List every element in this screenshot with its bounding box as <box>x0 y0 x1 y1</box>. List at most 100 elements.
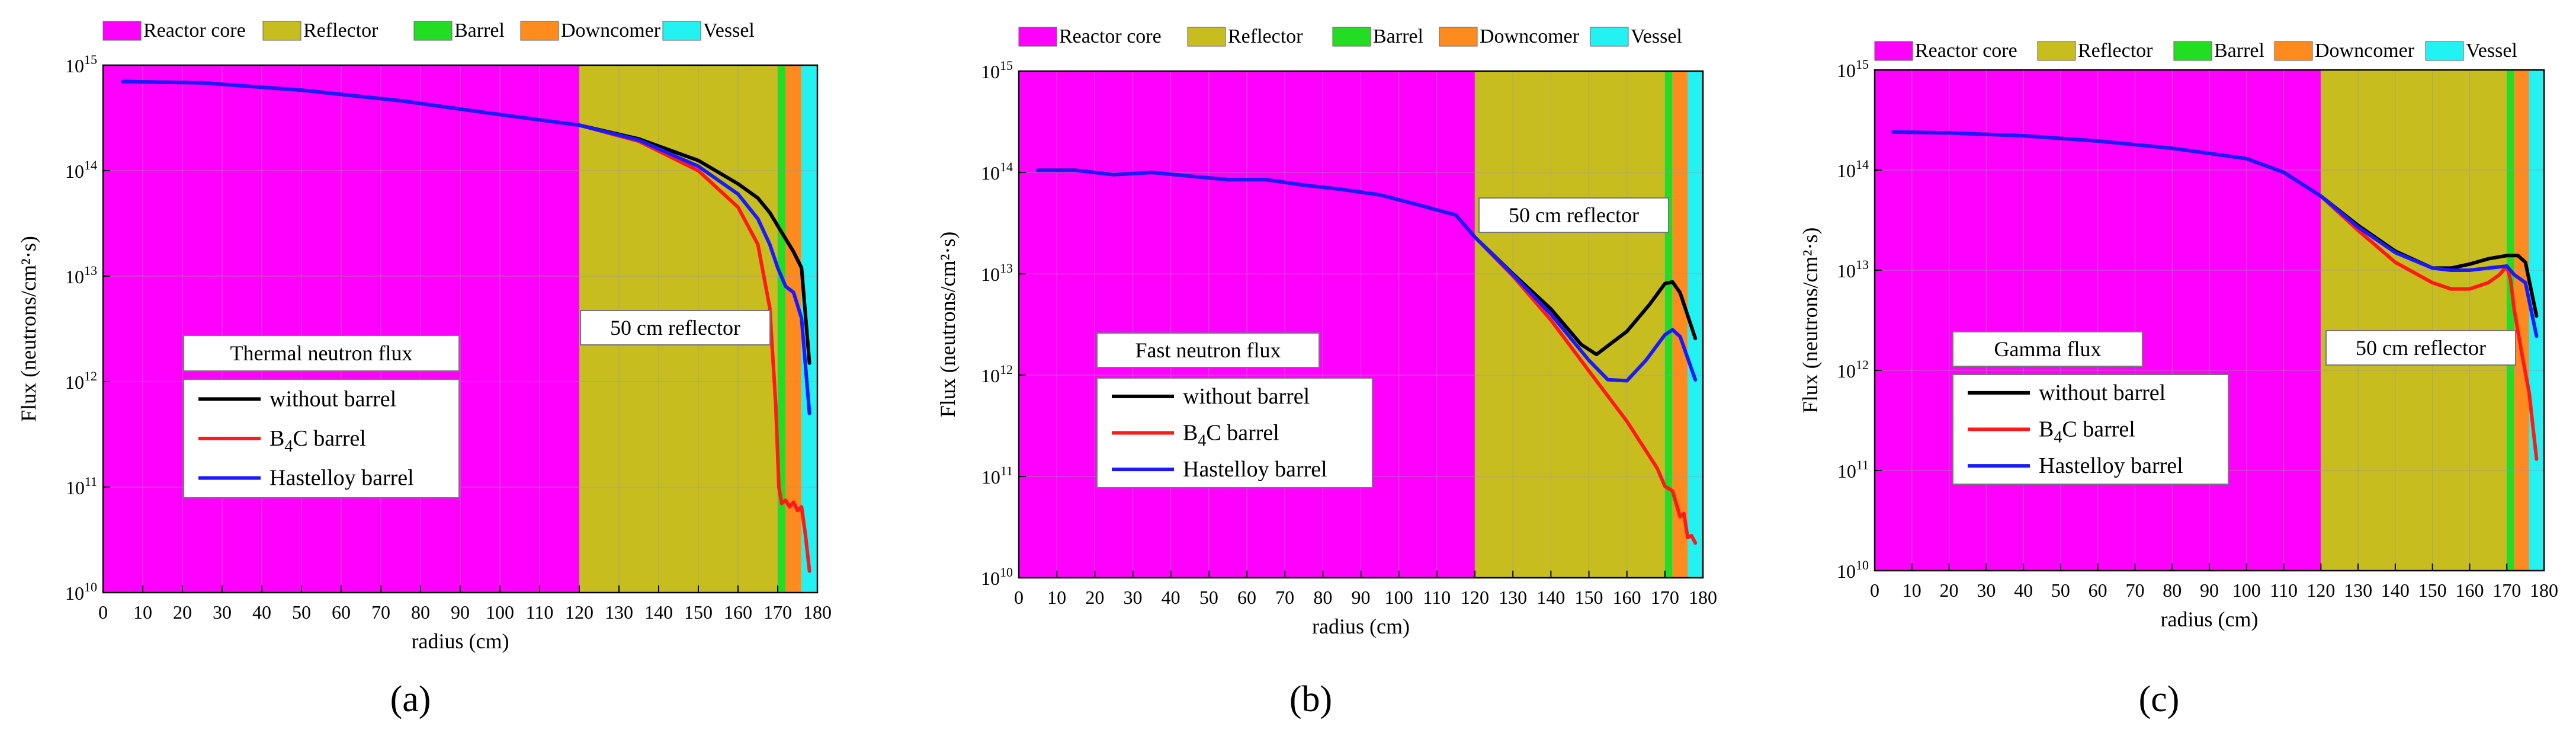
y-tick-exponent: 11 <box>85 474 97 489</box>
zone-legend-swatch <box>2173 41 2212 61</box>
series-line-hast <box>1891 130 2539 338</box>
x-tick-label: 160 <box>2455 580 2484 601</box>
zone-band-vessel <box>2529 70 2544 571</box>
legend-label-part: C barrel <box>2062 417 2135 442</box>
x-tick-label: 20 <box>173 601 192 623</box>
zone-legend-label: Barrel <box>1373 25 1423 47</box>
x-tick-label: 100 <box>486 601 514 623</box>
grid <box>1875 70 2544 571</box>
x-tick-label: 90 <box>451 601 470 623</box>
panel-title-box <box>1952 331 2143 367</box>
zone-band-reflector <box>2321 70 2507 571</box>
zone-band-downcomer <box>785 65 802 593</box>
zone-legend-label: Vessel <box>2466 40 2517 62</box>
y-tick-exponent: 13 <box>1856 257 1869 272</box>
y-tick-label: 1011 <box>66 474 97 498</box>
y-tick-exponent: 15 <box>84 52 97 67</box>
y-tick-base: 10 <box>65 372 84 393</box>
y-tick-exponent: 13 <box>1000 261 1013 276</box>
y-tick-base: 10 <box>1837 460 1856 482</box>
y-tick-base: 10 <box>981 162 1000 184</box>
y-tick-base: 10 <box>65 583 84 604</box>
y-tick-exponent: 10 <box>1856 558 1869 572</box>
x-tick-label: 120 <box>2306 580 2335 601</box>
zone-legend-swatch <box>1332 27 1371 47</box>
x-tick-label: 10 <box>1903 580 1921 601</box>
x-tick-label: 130 <box>1499 587 1527 608</box>
x-tick-label: 130 <box>605 601 633 623</box>
y-tick-label: 1011 <box>1837 457 1869 482</box>
zone-legend-label: Reactor core <box>1059 25 1162 47</box>
series-legend-label-without: without barrel <box>2039 380 2166 405</box>
annotation-text: 50 cm reflector <box>610 316 740 340</box>
x-tick-label: 170 <box>1651 587 1679 608</box>
y-tick-label: 1014 <box>981 159 1013 184</box>
y-tick-base: 10 <box>981 365 1000 386</box>
y-tick-exponent: 11 <box>1000 463 1013 478</box>
y-tick-label: 1014 <box>65 158 97 182</box>
panel-label-text: (c) <box>2139 679 2180 719</box>
y-tick-label: 1014 <box>1837 157 1869 181</box>
y-tick-base: 10 <box>66 477 85 498</box>
zone-legend: Reactor core Reflector Barrel Downcomer Vess… <box>102 20 755 41</box>
x-tick-label: 150 <box>1575 587 1603 608</box>
x-tick-label: 40 <box>1162 587 1180 608</box>
annotation-text: 50 cm reflector <box>2356 336 2486 360</box>
zone-legend-swatch <box>1187 27 1226 47</box>
zone-legend-swatch <box>2274 41 2313 61</box>
x-tick-label: 140 <box>2381 580 2410 601</box>
panel-title: Gamma flux <box>1994 337 2102 361</box>
zone-legend: Reactor core Reflector Barrel Downcomer Vess… <box>1874 40 2517 62</box>
x-tick-label: 180 <box>803 601 832 623</box>
y-tick-exponent: 12 <box>1856 357 1869 372</box>
y-tick-exponent: 14 <box>1000 159 1013 174</box>
y-tick-base: 10 <box>1837 561 1856 582</box>
x-tick-label: 80 <box>1313 587 1332 608</box>
series-line-hast <box>1036 168 1698 383</box>
zone-band-reflector <box>1475 71 1665 578</box>
y-axis-label: Flux (neutrons/cm²·s) <box>1798 228 1822 414</box>
y-tick-base: 10 <box>1837 160 1856 181</box>
chart-panel-1: 0 10 20 30 40 50 60 70 80 90 100 110 120 130 140 150 160… <box>17 20 832 719</box>
y-tick-label: 1010 <box>1837 558 1869 582</box>
y-tick-base: 10 <box>981 568 1000 589</box>
y-axis-label: Flux (neutrons/cm²·s) <box>17 236 40 422</box>
zone-legend-swatch <box>2425 41 2464 61</box>
y-tick-exponent: 12 <box>84 369 97 383</box>
x-tick-label: 60 <box>2089 580 2107 601</box>
x-tick-label: 130 <box>2344 580 2372 601</box>
legend-label-subscript: 4 <box>1198 432 1206 450</box>
x-tick-label: 70 <box>2125 580 2144 601</box>
y-tick-exponent: 15 <box>1000 58 1013 73</box>
zone-legend-swatch <box>520 21 559 41</box>
y-tick-label: 1015 <box>65 52 97 76</box>
panel-label: (c) <box>2139 679 2180 719</box>
y-tick-base: 10 <box>65 161 84 182</box>
panel-label: (a) <box>390 679 431 719</box>
legend-label-part: B <box>1183 421 1198 446</box>
x-tick-label: 60 <box>332 601 351 623</box>
y-tick-label: 1013 <box>1837 257 1869 281</box>
y-tick-exponent: 14 <box>1856 157 1869 172</box>
y-tick-exponent: 10 <box>1000 565 1013 580</box>
legend-label-part: B <box>2039 417 2054 442</box>
x-tick-label: 160 <box>1613 587 1641 608</box>
x-axis-label: radius (cm) <box>1312 615 1410 638</box>
zone-legend-label: Reflector <box>303 20 378 41</box>
y-tick-base: 10 <box>981 264 1000 285</box>
series-legend-label-without: without barrel <box>270 386 396 411</box>
zone-legend-swatch <box>262 21 301 41</box>
y-tick-base: 10 <box>65 55 84 76</box>
x-tick-label: 20 <box>1085 587 1104 608</box>
zone-legend-label: Reflector <box>1228 25 1303 47</box>
x-tick-label: 90 <box>1352 587 1371 608</box>
zone-legend-label: Downcomer <box>1480 25 1580 47</box>
y-tick-label: 1015 <box>1837 57 1869 81</box>
y-tick-exponent: 11 <box>1856 457 1869 472</box>
x-tick-label: 150 <box>2418 580 2447 601</box>
x-tick-label: 30 <box>213 601 232 623</box>
x-tick-label: 10 <box>133 601 152 623</box>
x-tick-label: 20 <box>1940 580 1959 601</box>
y-tick-exponent: 13 <box>84 263 97 278</box>
